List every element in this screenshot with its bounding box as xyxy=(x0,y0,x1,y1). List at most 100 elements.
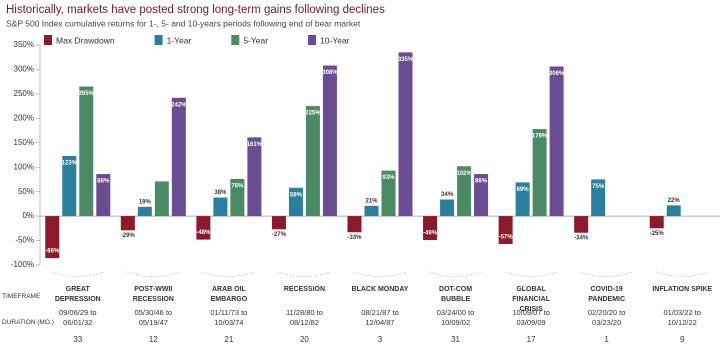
y-tick-label: -50% xyxy=(15,236,34,245)
bar xyxy=(532,129,547,217)
bar xyxy=(666,205,681,217)
legend-label: Max Drawdown xyxy=(56,35,115,45)
value-label: 58% xyxy=(290,192,303,198)
bar xyxy=(288,187,303,217)
value-label: 225% xyxy=(305,111,321,117)
duration: 12 xyxy=(148,335,158,344)
duration: 21 xyxy=(224,335,234,344)
duration: 31 xyxy=(451,335,460,344)
x-tick-label: INFLATION SPIKE xyxy=(652,286,713,293)
bar xyxy=(398,52,413,217)
legend-label: 1-Year xyxy=(167,35,192,45)
bar xyxy=(196,216,211,240)
value-label: -34% xyxy=(574,235,589,241)
value-label: 242% xyxy=(171,102,187,108)
timeframe: 05/30/46 to 05/19/47 xyxy=(134,308,173,327)
bar xyxy=(213,197,228,217)
bar xyxy=(45,216,60,259)
timeframe: 10/09/07 to 03/09/09 xyxy=(512,308,550,327)
separator xyxy=(656,271,709,277)
value-label: 161% xyxy=(247,142,263,148)
separator xyxy=(429,271,482,277)
value-label: 335% xyxy=(398,57,414,63)
bar xyxy=(649,216,664,229)
bar xyxy=(347,216,362,233)
y-tick-label: -100% xyxy=(11,260,34,269)
bar xyxy=(120,216,135,231)
bar xyxy=(440,199,455,217)
duration: 17 xyxy=(526,335,536,344)
row-label: DURATION (MO.) xyxy=(2,319,54,326)
separator xyxy=(202,271,256,277)
value-label: -29% xyxy=(121,233,136,239)
bar xyxy=(96,174,111,217)
value-label: 123% xyxy=(62,161,78,167)
y-tick-label: 200% xyxy=(14,113,34,122)
bar xyxy=(230,178,245,217)
timeframe: 11/28/80 to 08/12/82 xyxy=(285,308,323,327)
x-tick-label: RECESSION xyxy=(283,286,326,293)
x-tick-label: GLOBAL FINANCIAL CRISIS xyxy=(512,286,550,313)
value-label: 86% xyxy=(97,179,110,185)
bar xyxy=(591,179,606,217)
value-label: 75% xyxy=(592,184,605,190)
value-label: -25% xyxy=(650,231,665,237)
y-tick-label: 300% xyxy=(14,65,34,74)
value-label: 76% xyxy=(231,184,244,190)
value-label: 93% xyxy=(382,175,395,181)
duration: 20 xyxy=(299,335,309,344)
value-label: 102% xyxy=(456,171,472,177)
legend-swatch xyxy=(231,35,240,45)
duration: 1 xyxy=(604,335,609,344)
separator xyxy=(580,271,633,277)
bar xyxy=(364,205,379,217)
value-label: 265% xyxy=(79,91,95,97)
value-label: 306% xyxy=(549,71,565,77)
timeframe: 01/03/22 to 10/12/22 xyxy=(663,308,701,327)
x-tick-label: ARAB OIL EMBARGO xyxy=(210,286,248,303)
bar xyxy=(62,155,77,217)
y-tick-label: 150% xyxy=(14,138,34,147)
x-tick-label: DOT-COM BUBBLE xyxy=(439,286,473,303)
bar xyxy=(515,182,530,217)
duration: 33 xyxy=(73,335,83,344)
bar xyxy=(474,174,489,217)
bar xyxy=(574,216,589,233)
bar xyxy=(247,137,262,217)
legend-swatch xyxy=(44,35,52,45)
x-tick-label: COVID-19 PANDEMIC xyxy=(588,286,626,303)
timeframe: 02/20/20 to 03/23/20 xyxy=(587,308,626,327)
value-label: -57% xyxy=(499,235,514,241)
x-tick-label: BLACK MONDAY xyxy=(351,286,409,293)
value-label: -48% xyxy=(196,230,211,236)
bar xyxy=(137,206,152,217)
separator xyxy=(51,271,104,277)
bar xyxy=(457,166,472,217)
legend-label: 10-Year xyxy=(320,35,350,45)
value-label: 308% xyxy=(322,70,338,76)
row-label: TIMEFRAME xyxy=(2,293,41,300)
y-tick-label: 0% xyxy=(22,211,34,220)
value-label: -49% xyxy=(423,231,438,237)
separator xyxy=(278,271,331,277)
value-label: 19% xyxy=(139,199,152,205)
x-tick-label: GREAT DEPRESSION xyxy=(54,286,101,303)
bar xyxy=(171,97,186,217)
bar xyxy=(423,216,438,241)
legend-label: 5-Year xyxy=(243,35,268,45)
duration: 3 xyxy=(377,335,383,344)
bar xyxy=(154,181,169,217)
timeframe: 08/21/87 to 12/04/87 xyxy=(361,308,399,327)
x-tick-label: POST-WWII RECESSION xyxy=(132,286,174,303)
legend-swatch xyxy=(308,35,317,45)
separator xyxy=(127,271,180,277)
separator xyxy=(504,271,558,277)
bar xyxy=(498,216,513,244)
value-label: 86% xyxy=(475,179,488,185)
value-label: 34% xyxy=(441,192,454,198)
bar xyxy=(322,65,337,217)
duration: 9 xyxy=(679,335,685,344)
value-label: -86% xyxy=(45,249,60,255)
bar xyxy=(381,170,396,217)
